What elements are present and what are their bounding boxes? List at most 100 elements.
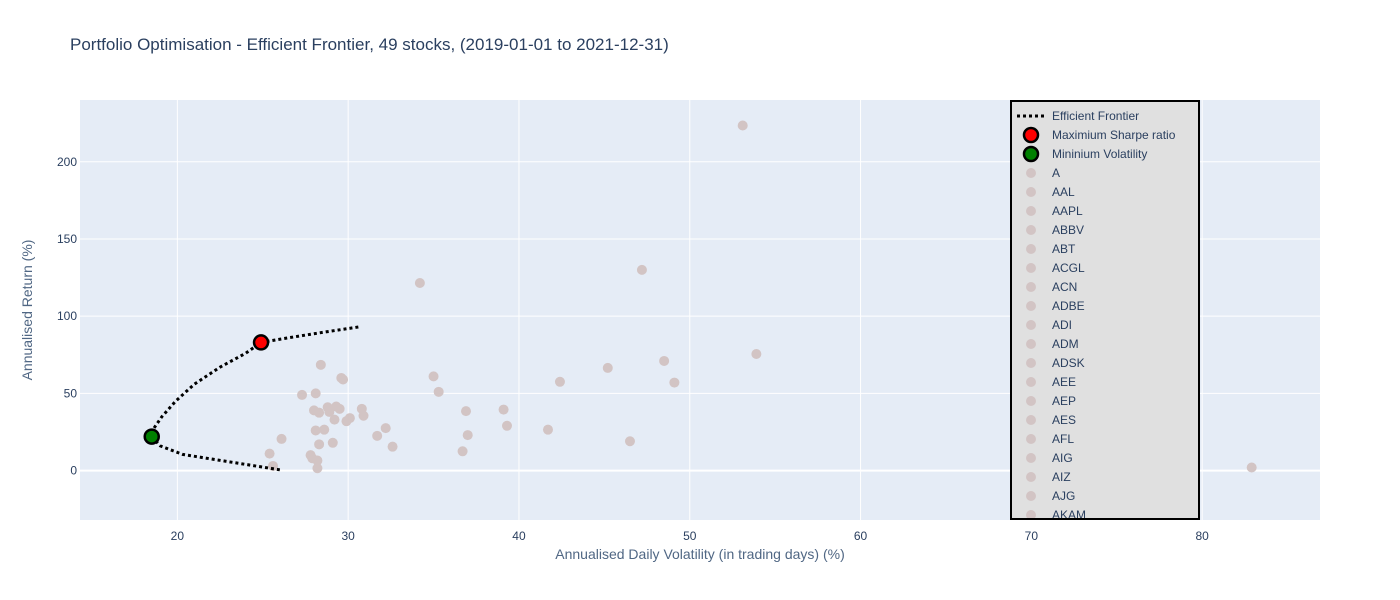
y-axis-title: Annualised Return (%) — [19, 240, 35, 381]
legend-label: AAPL — [1052, 204, 1083, 218]
legend-label: ADBE — [1052, 299, 1085, 313]
legend-stock-marker — [1026, 453, 1036, 463]
legend-item[interactable]: ACGL — [1026, 261, 1085, 275]
legend-label: ACGL — [1052, 261, 1085, 275]
y-tick-label: 200 — [57, 155, 77, 169]
legend-item[interactable]: ADBE — [1026, 299, 1085, 313]
legend-item[interactable]: Maximium Sharpe ratio — [1022, 126, 1176, 144]
stock-point — [498, 404, 509, 415]
legend-stock-marker — [1026, 168, 1036, 178]
legend-stock-marker — [1026, 225, 1036, 235]
highlight-points — [143, 334, 270, 445]
legend-item[interactable]: AIZ — [1026, 470, 1071, 484]
stock-point — [329, 414, 340, 425]
legend-item[interactable]: ADSK — [1026, 356, 1085, 370]
legend-stock-marker — [1026, 187, 1036, 197]
stock-point — [319, 424, 330, 435]
legend-item[interactable]: ADI — [1026, 318, 1072, 332]
stock-point — [636, 264, 647, 275]
x-tick-label: 30 — [341, 529, 355, 543]
stock-point — [461, 406, 472, 417]
stock-point — [268, 460, 279, 471]
legend-label: AAL — [1052, 185, 1075, 199]
x-tick-label: 70 — [1025, 529, 1039, 543]
legend-item[interactable]: Mininium Volatility — [1022, 145, 1147, 163]
legend-label: AJG — [1052, 489, 1075, 503]
legend-label: ADM — [1052, 337, 1079, 351]
stock-point — [372, 430, 383, 441]
legend-label: Efficient Frontier — [1052, 109, 1139, 123]
legend-stock-marker — [1026, 415, 1036, 425]
stock-point — [624, 436, 635, 447]
stock-point — [310, 425, 321, 436]
legend-label: AFL — [1052, 432, 1074, 446]
legend-item[interactable]: AEP — [1026, 394, 1076, 408]
stock-point — [1246, 462, 1257, 473]
x-tick-label: 60 — [854, 529, 868, 543]
tick-labels: 20 30 40 50 60 70 80 0 50 100 150 200 — [57, 155, 1209, 543]
stock-point — [659, 355, 670, 366]
stock-point — [457, 446, 468, 457]
legend-label: AEP — [1052, 394, 1076, 408]
stock-point — [554, 376, 565, 387]
legend-item[interactable]: AFL — [1026, 432, 1074, 446]
legend-item[interactable]: ABBV — [1026, 223, 1084, 237]
stock-point — [327, 437, 338, 448]
stock-point — [264, 448, 275, 459]
legend-label: ABT — [1052, 242, 1076, 256]
stock-point — [414, 277, 425, 288]
y-tick-label: 100 — [57, 309, 77, 323]
legend-item[interactable]: AEE — [1026, 375, 1076, 389]
legend-item[interactable]: AJG — [1026, 489, 1075, 503]
legend-stock-marker — [1026, 244, 1036, 254]
legend-stock-marker — [1026, 377, 1036, 387]
x-axis-title: Annualised Daily Volatility (in trading … — [555, 546, 844, 562]
legend-item[interactable]: ACN — [1026, 280, 1077, 294]
min-volatility-point — [143, 428, 160, 445]
stock-point — [324, 406, 335, 417]
stock-point — [542, 424, 553, 435]
legend-label: AES — [1052, 413, 1076, 427]
legend-label: Maximium Sharpe ratio — [1052, 128, 1176, 142]
legend-stock-marker — [1026, 282, 1036, 292]
legend-item[interactable]: AIG — [1026, 451, 1073, 465]
legend-item[interactable]: Efficient Frontier — [1017, 109, 1139, 123]
legend-label: A — [1052, 166, 1060, 180]
y-tick-label: 150 — [57, 232, 77, 246]
stock-point — [669, 377, 680, 388]
stock-point — [462, 430, 473, 441]
legend-label: Mininium Volatility — [1052, 147, 1147, 161]
legend-item[interactable]: AKAM — [1026, 508, 1086, 522]
stock-point — [433, 386, 444, 397]
y-tick-label: 50 — [64, 386, 78, 400]
legend-stock-marker — [1026, 510, 1036, 519]
legend-item[interactable]: ABT — [1026, 242, 1076, 256]
stock-point — [312, 455, 323, 466]
x-tick-label: 20 — [171, 529, 185, 543]
stock-point — [310, 388, 321, 399]
y-tick-label: 0 — [70, 464, 77, 478]
legend-stock-marker — [1026, 320, 1036, 330]
legend[interactable]: Efficient Frontier Maximium Sharpe ratio M… — [1010, 100, 1200, 522]
legend-items: Efficient Frontier Maximium Sharpe ratio M… — [1017, 109, 1176, 522]
stock-points — [264, 120, 1257, 474]
stock-point — [387, 441, 398, 452]
legend-item[interactable]: AES — [1026, 413, 1076, 427]
legend-item[interactable]: AAPL — [1026, 204, 1083, 218]
legend-stock-marker — [1026, 396, 1036, 406]
legend-stock-marker — [1026, 472, 1036, 482]
stock-point — [338, 374, 349, 385]
legend-stock-marker — [1026, 491, 1036, 501]
legend-stock-marker — [1026, 206, 1036, 216]
legend-item[interactable]: ADM — [1026, 337, 1079, 351]
legend-label: ADI — [1052, 318, 1072, 332]
efficient-frontier-line — [150, 325, 359, 472]
legend-label: ACN — [1052, 280, 1077, 294]
stock-point — [314, 439, 325, 450]
legend-item[interactable]: A — [1026, 166, 1060, 180]
stock-point — [380, 423, 391, 434]
legend-stock-marker — [1026, 358, 1036, 368]
legend-item[interactable]: AAL — [1026, 185, 1075, 199]
stock-point — [428, 371, 439, 382]
